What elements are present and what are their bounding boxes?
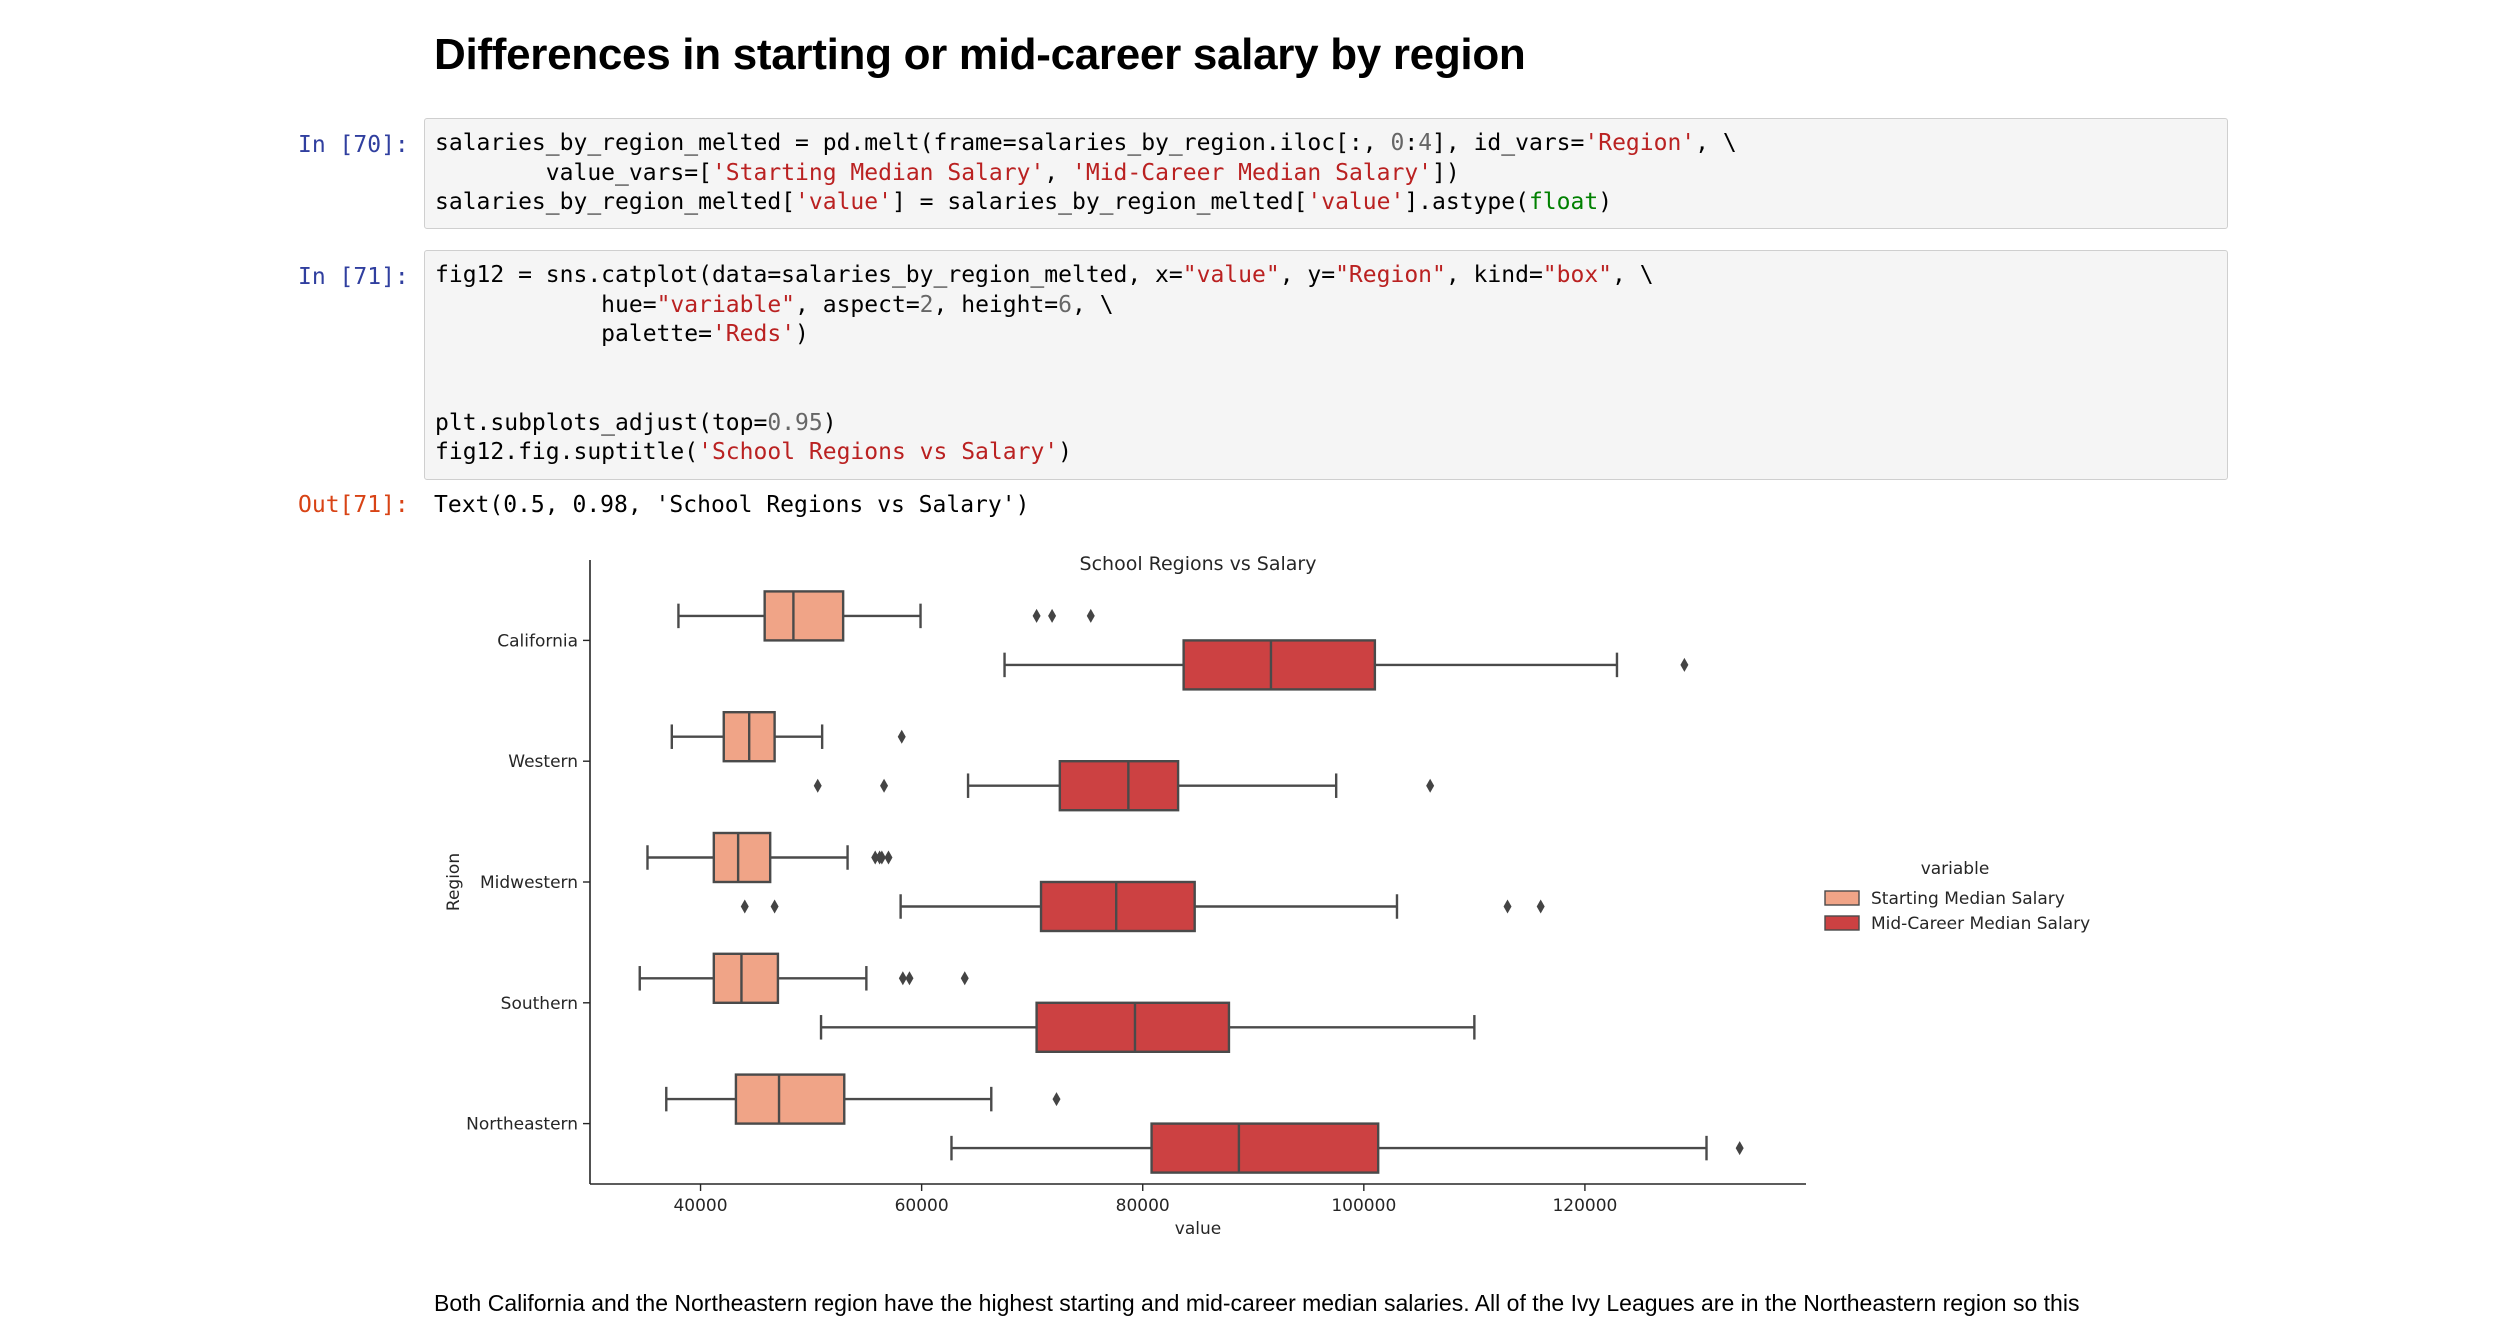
outlier-point — [1536, 899, 1545, 914]
code-70-line: salaries_by_region_melted['value'] = sal… — [435, 189, 1613, 215]
code-71-line: hue="variable", aspect=2, height=6, \ — [435, 291, 1114, 318]
code-cell-71-source[interactable]: fig12 = sns.catplot(data=salaries_by_reg… — [425, 251, 2227, 468]
code-70-line: value_vars=['Starting Median Salary', 'M… — [435, 159, 1460, 186]
legend-swatch — [1824, 890, 1860, 906]
outlier-point — [897, 729, 906, 744]
boxplot-chart: School Regions vs Salary 40000 60000 80000 1… — [444, 553, 2090, 1239]
y-tick-label: Western — [508, 752, 578, 772]
legend-swatch — [1824, 915, 1860, 931]
y-tick-label: Midwestern — [480, 873, 578, 893]
outlier-point — [960, 971, 969, 986]
code-cell-70[interactable]: salaries_by_region_melted = pd.melt(fram… — [424, 118, 2228, 229]
code-70-line: salaries_by_region_melted = pd.melt(fram… — [435, 130, 1737, 156]
cell-70-prompt: In [70]: — [298, 132, 409, 158]
box — [734, 1073, 846, 1125]
outlier-point — [1052, 1092, 1061, 1107]
box — [1150, 1122, 1380, 1174]
legend-title: variable — [1921, 859, 1990, 879]
box — [1039, 880, 1196, 933]
outlier-point — [871, 850, 880, 865]
code-cell-71[interactable]: fig12 = sns.catplot(data=salaries_by_reg… — [424, 250, 2228, 480]
box — [1182, 639, 1377, 691]
code-71-line: fig12 = sns.catplot(data=salaries_by_reg… — [435, 262, 1654, 288]
cell-71-prompt: In [71]: — [298, 264, 409, 290]
outlier-point — [770, 899, 779, 914]
outlier-point — [1680, 657, 1689, 672]
outlier-point — [1735, 1141, 1744, 1156]
box — [1058, 759, 1180, 812]
x-tick-label: 120000 — [1552, 1196, 1617, 1216]
outlier-point — [813, 778, 822, 793]
box — [763, 590, 845, 642]
cell-71-out-prompt: Out[71]: — [298, 492, 409, 518]
legend-label: Mid-Career Median Salary — [1871, 914, 2090, 934]
section-heading: Differences in starting or mid-career sa… — [434, 30, 1526, 79]
code-71-line: plt.subplots_adjust(top=0.95) — [435, 409, 837, 436]
chart-title: School Regions vs Salary — [1080, 553, 1317, 575]
x-tick-label: 60000 — [895, 1196, 949, 1216]
code-71-line — [435, 350, 2217, 380]
x-tick-label: 80000 — [1116, 1196, 1170, 1216]
x-axis-label: value — [1175, 1219, 1221, 1239]
y-tick-label: California — [497, 631, 578, 651]
cell-71-output-text: Text(0.5, 0.98, 'School Regions vs Salar… — [434, 492, 1030, 518]
x-tick-label: 40000 — [673, 1196, 727, 1216]
outlier-point — [898, 971, 907, 986]
code-71-line: palette='Reds') — [435, 321, 809, 347]
box — [712, 831, 772, 884]
code-71-line: fig12.fig.suptitle('School Regions vs Sa… — [435, 439, 1072, 465]
box — [712, 952, 780, 1004]
outlier-point — [880, 778, 889, 793]
outlier-point — [1086, 608, 1095, 623]
y-tick-label: Southern — [501, 994, 578, 1014]
outlier-point — [1503, 899, 1512, 914]
legend-label: Starting Median Salary — [1871, 889, 2065, 909]
code-71-line — [435, 379, 2217, 409]
outlier-point — [884, 850, 893, 865]
outlier-point — [877, 850, 886, 865]
outlier-point — [1048, 608, 1057, 623]
outlier-point — [1032, 608, 1041, 623]
outlier-point — [1426, 778, 1435, 793]
markdown-paragraph: Both California and the Northeastern reg… — [434, 1290, 2080, 1316]
outlier-point — [905, 971, 914, 986]
y-axis-label: Region — [444, 853, 464, 911]
outlier-point — [740, 899, 749, 914]
box — [1035, 1001, 1231, 1053]
x-tick-label: 100000 — [1331, 1196, 1396, 1216]
code-cell-70-source[interactable]: salaries_by_region_melted = pd.melt(fram… — [425, 119, 2227, 218]
y-tick-label: Northeastern — [466, 1115, 578, 1135]
